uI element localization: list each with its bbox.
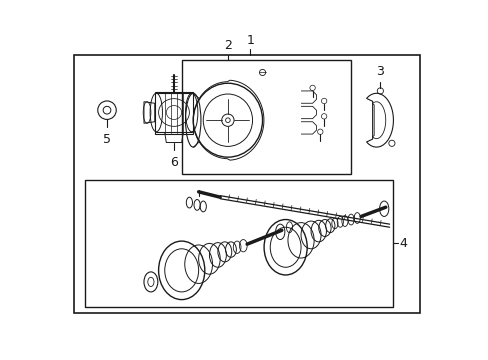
- Text: 1: 1: [246, 34, 254, 47]
- Text: 6: 6: [170, 156, 178, 170]
- Bar: [182, 60, 350, 174]
- Bar: [85, 180, 393, 307]
- Text: 2: 2: [224, 40, 231, 53]
- Bar: [154, 92, 193, 134]
- Text: 3: 3: [376, 65, 384, 78]
- Text: 4: 4: [399, 237, 407, 250]
- Text: 5: 5: [103, 133, 111, 146]
